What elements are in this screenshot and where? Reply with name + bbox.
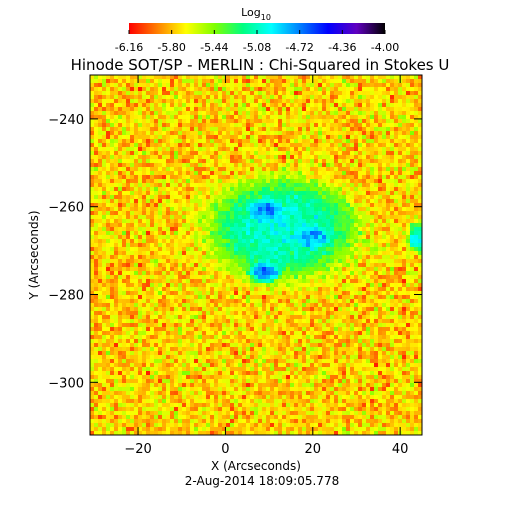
y-tick-label: −300 [48, 376, 84, 391]
colorbar-ticks: -6.16 -5.80 -5.44 -5.08 -4.72 -4.36 -4.00 [115, 30, 399, 54]
x-tick-label: 20 [305, 442, 322, 457]
y-tick-label: −260 [48, 201, 84, 216]
colorbar-tick-label: -4.36 [328, 41, 356, 54]
colorbar-tick-label: -4.72 [285, 41, 313, 54]
colorbar-tick-label: -5.44 [200, 41, 228, 54]
x-axis-label: X (Arcseconds) [211, 459, 301, 473]
colorbar: Log10 -6.16 -5.80 -5.44 -5.08 -4.72 -4.36 -4.0… [115, 6, 399, 54]
x-tick-label: −20 [124, 442, 151, 457]
colorbar-title: Log10 [241, 6, 271, 22]
y-tick-label: −280 [48, 289, 84, 304]
plot-frame [89, 74, 423, 436]
heatmap-field [90, 75, 422, 435]
colorbar-bar [129, 23, 385, 34]
x-tick-label: 40 [392, 442, 409, 457]
y-axis: −240 −260 −280 −300 [48, 113, 422, 391]
observation-timestamp: 2-Aug-2014 18:09:05.778 [185, 474, 339, 488]
colorbar-tick-label: -4.00 [371, 41, 399, 54]
y-axis-label: Y (Arcseconds) [27, 210, 41, 300]
colorbar-tick-label: -5.80 [157, 41, 185, 54]
colorbar-tick-label: -5.08 [243, 41, 271, 54]
x-axis: −20 0 20 40 [124, 75, 408, 457]
chart-title: Hinode SOT/SP - MERLIN : Chi-Squared in … [71, 56, 450, 74]
y-tick-label: −240 [48, 113, 84, 128]
x-tick-label: 0 [221, 442, 229, 457]
colorbar-tick-label: -6.16 [115, 41, 143, 54]
